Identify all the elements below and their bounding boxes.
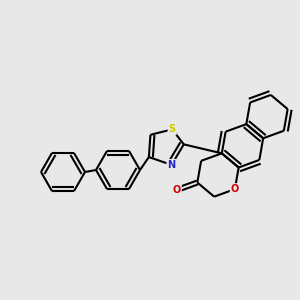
Text: O: O xyxy=(231,184,239,194)
Text: N: N xyxy=(167,160,175,170)
Text: S: S xyxy=(169,124,176,134)
Text: O: O xyxy=(172,185,181,195)
